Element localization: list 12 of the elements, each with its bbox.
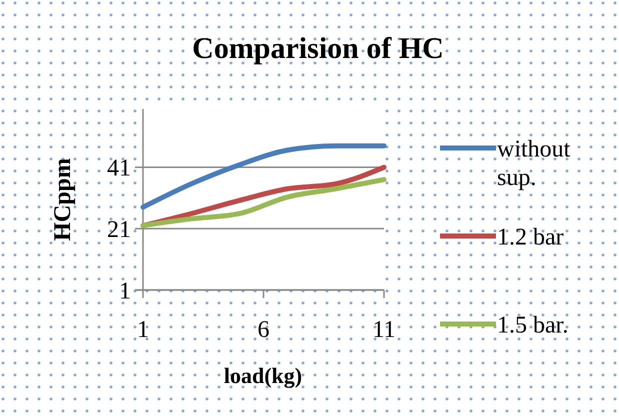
chart-title: Comparision of HC: [192, 32, 444, 65]
y-axis-title: HCppm: [50, 158, 76, 241]
y-tick-label: 41: [107, 156, 131, 182]
legend-label: without sup.: [497, 136, 571, 192]
x-axis-title: load(kg): [224, 363, 302, 388]
y-tick-label: 21: [107, 217, 131, 244]
x-tick-label: 6: [258, 317, 270, 343]
legend-label: 1.5 bar.: [497, 312, 568, 338]
legend-label: 1.2 bar: [497, 224, 564, 250]
x-tick-label: 1: [137, 317, 149, 343]
x-tick-label: 11: [372, 317, 396, 343]
y-tick-label: 1: [119, 278, 131, 304]
